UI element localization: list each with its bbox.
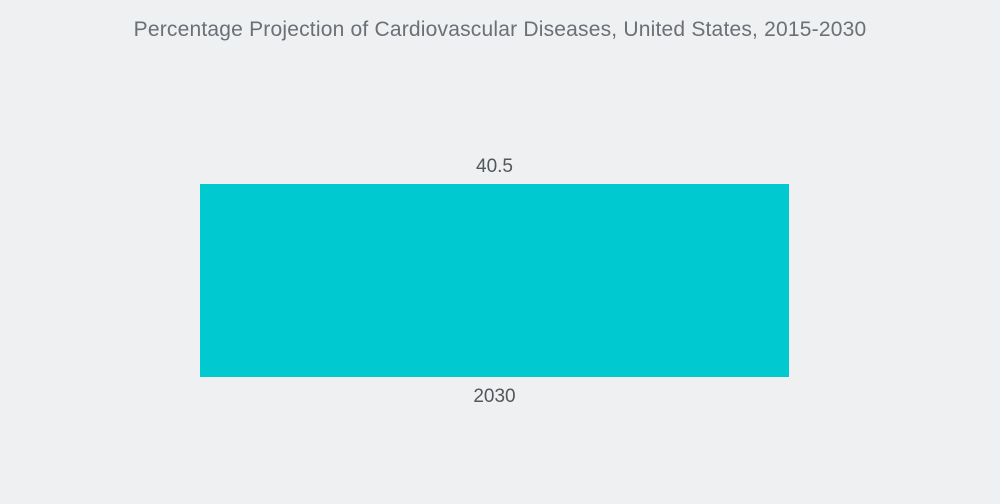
chart-title: Percentage Projection of Cardiovascular … <box>133 18 867 41</box>
bar-2030 <box>200 184 789 377</box>
x-axis-category-label: 2030 <box>473 386 516 407</box>
bar-value-label: 40.5 <box>476 156 513 177</box>
